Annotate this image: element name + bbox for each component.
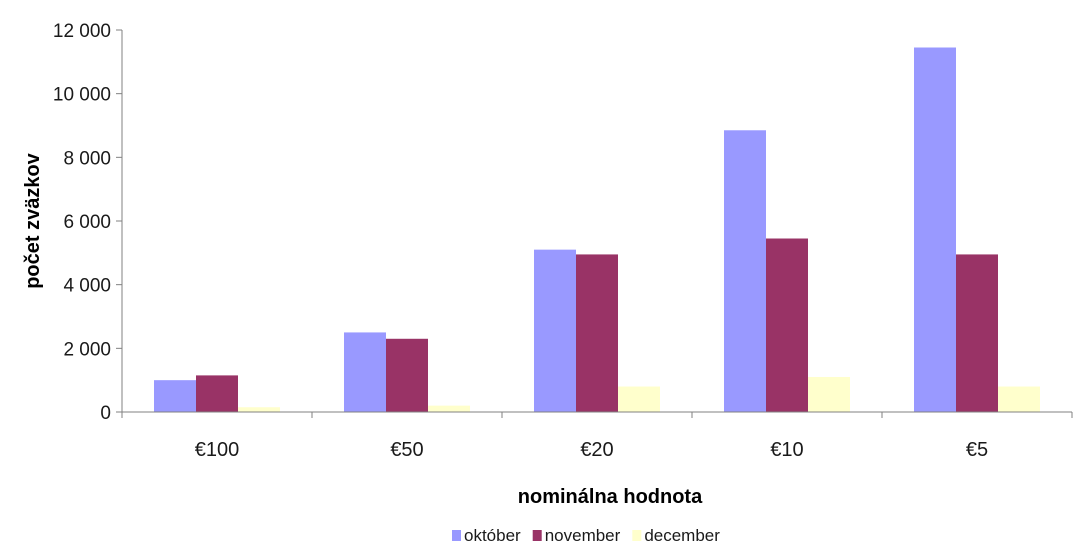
bar bbox=[956, 254, 998, 412]
legend-swatch bbox=[532, 530, 542, 541]
bar bbox=[576, 254, 618, 412]
y-tick-label: 0 bbox=[100, 403, 111, 424]
y-tick-label: 8 000 bbox=[63, 148, 111, 169]
y-tick-label: 6 000 bbox=[63, 212, 111, 233]
bar bbox=[386, 338, 428, 412]
x-ticks: €100 €50 €20 €10 €5 bbox=[121, 412, 1073, 461]
bar bbox=[238, 407, 280, 412]
bar bbox=[618, 386, 660, 412]
y-ticks: 0 2 000 4 000 6 000 8 000 10 000 12 000 bbox=[53, 21, 122, 424]
x-tick-label: €50 bbox=[390, 439, 423, 461]
bar bbox=[344, 332, 386, 412]
legend: október november december bbox=[452, 526, 720, 545]
y-tick-label: 12 000 bbox=[53, 21, 111, 42]
bar bbox=[998, 386, 1040, 412]
bar bbox=[154, 380, 196, 412]
x-tick-label: €100 bbox=[195, 439, 240, 461]
bar bbox=[196, 375, 238, 412]
legend-swatch bbox=[632, 530, 642, 541]
x-axis-title: nominálna hodnota bbox=[518, 486, 703, 508]
bar bbox=[766, 238, 808, 412]
legend-swatch bbox=[452, 530, 461, 541]
legend-label: december bbox=[644, 526, 720, 545]
y-tick-label: 10 000 bbox=[53, 85, 111, 106]
legend-label: október bbox=[464, 526, 521, 545]
y-tick-label: 4 000 bbox=[63, 276, 111, 297]
y-axis-title: počet zväzkov bbox=[22, 152, 44, 288]
bars-layer bbox=[154, 47, 1040, 413]
x-tick-label: €10 bbox=[770, 439, 803, 461]
y-tick-label: 2 000 bbox=[63, 339, 111, 360]
bar bbox=[534, 249, 576, 412]
bar bbox=[428, 405, 470, 412]
x-tick-label: €5 bbox=[966, 439, 988, 461]
bar bbox=[808, 376, 850, 412]
x-tick-label: €20 bbox=[580, 439, 613, 461]
legend-label: november bbox=[545, 526, 621, 545]
bar bbox=[914, 47, 956, 413]
bar bbox=[724, 130, 766, 412]
